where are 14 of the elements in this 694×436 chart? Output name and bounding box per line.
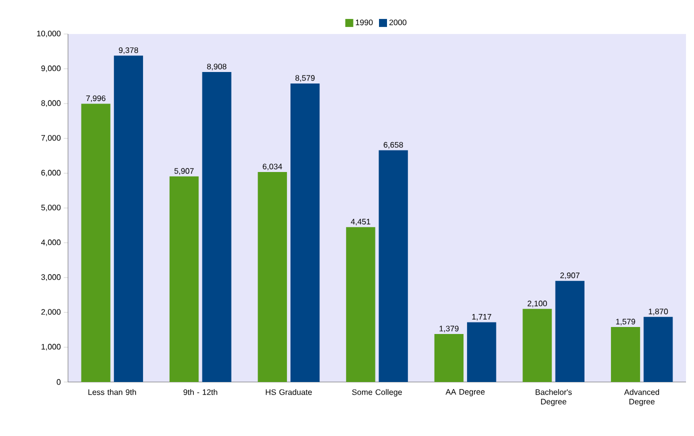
bar [202, 72, 232, 382]
bar [378, 150, 408, 382]
bar [81, 104, 110, 382]
bar [610, 327, 640, 382]
bar [522, 308, 552, 382]
bar [555, 280, 584, 382]
bar [114, 56, 144, 382]
bar [434, 334, 464, 382]
bar [644, 316, 673, 382]
bar [290, 83, 320, 382]
bar [170, 176, 199, 382]
bar [258, 172, 287, 382]
bar [346, 227, 376, 382]
bar [467, 322, 496, 382]
